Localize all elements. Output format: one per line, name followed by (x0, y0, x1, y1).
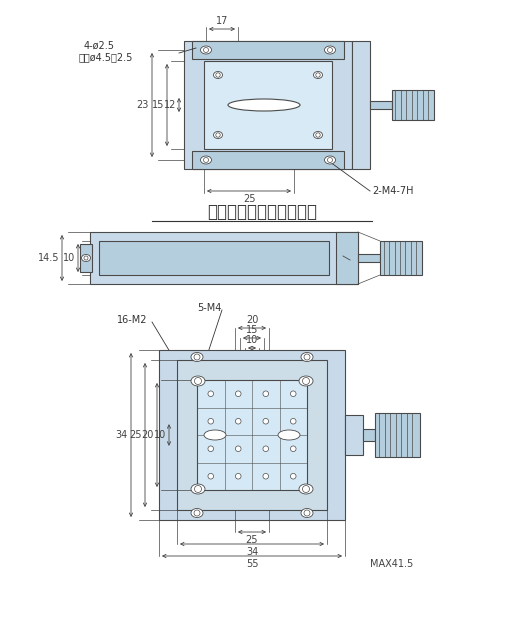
Circle shape (235, 391, 241, 397)
Text: 2-M4-7H: 2-M4-7H (372, 186, 413, 196)
Bar (204, 61, 332, 149)
Text: 15: 15 (246, 325, 258, 335)
Bar (345, 415, 363, 455)
Circle shape (263, 474, 268, 479)
Text: 25: 25 (243, 194, 255, 204)
Ellipse shape (299, 376, 313, 386)
Circle shape (263, 446, 268, 451)
Circle shape (208, 474, 214, 479)
Text: 20: 20 (141, 430, 154, 440)
Bar (352, 41, 370, 169)
Text: 34: 34 (246, 547, 258, 557)
Bar (370, 101, 392, 109)
Bar (197, 380, 307, 490)
Bar (392, 90, 434, 120)
Text: 15: 15 (151, 100, 164, 110)
Circle shape (263, 418, 268, 424)
Circle shape (208, 446, 214, 451)
Ellipse shape (313, 71, 322, 79)
Bar (159, 350, 345, 520)
Ellipse shape (313, 131, 322, 138)
Ellipse shape (213, 131, 223, 138)
Ellipse shape (324, 156, 335, 164)
Circle shape (263, 391, 268, 397)
Text: 55: 55 (246, 559, 258, 569)
Circle shape (290, 474, 296, 479)
Ellipse shape (301, 508, 313, 518)
Text: 10: 10 (154, 430, 166, 440)
Circle shape (208, 391, 214, 397)
Text: 北京派迪威仪器有限公司: 北京派迪威仪器有限公司 (207, 203, 317, 221)
Bar (90, 232, 358, 284)
Bar (358, 254, 380, 262)
Circle shape (235, 418, 241, 424)
Bar (184, 41, 352, 169)
Ellipse shape (228, 99, 300, 111)
Text: 23: 23 (137, 100, 149, 110)
Bar (336, 232, 358, 284)
Ellipse shape (213, 71, 223, 79)
Bar (99, 241, 329, 275)
Text: 16-M2: 16-M2 (117, 315, 147, 325)
Ellipse shape (191, 376, 205, 386)
Text: 10: 10 (63, 253, 75, 263)
Circle shape (208, 418, 214, 424)
Text: 25: 25 (129, 430, 142, 440)
Ellipse shape (204, 430, 226, 440)
Circle shape (290, 446, 296, 451)
Ellipse shape (201, 46, 212, 54)
Bar (177, 360, 327, 510)
Ellipse shape (191, 508, 203, 518)
Bar (363, 429, 375, 441)
Text: 14.5: 14.5 (38, 253, 59, 263)
Ellipse shape (191, 484, 205, 494)
Text: 34: 34 (116, 430, 128, 440)
Ellipse shape (82, 254, 91, 262)
Circle shape (290, 391, 296, 397)
Text: 12: 12 (163, 100, 176, 110)
Ellipse shape (301, 353, 313, 361)
Circle shape (235, 446, 241, 451)
Text: 20: 20 (246, 315, 258, 325)
Text: 10: 10 (246, 335, 258, 345)
Bar (192, 151, 344, 169)
Circle shape (290, 418, 296, 424)
Ellipse shape (278, 430, 300, 440)
Text: 5-M4: 5-M4 (197, 303, 221, 313)
Bar (380, 241, 422, 275)
Text: MAX41.5: MAX41.5 (370, 559, 413, 569)
Bar (80, 244, 92, 272)
Ellipse shape (201, 156, 212, 164)
Bar (375, 413, 420, 457)
Text: 17: 17 (216, 16, 228, 26)
Circle shape (235, 474, 241, 479)
Text: 沉孔ø4.5深2.5: 沉孔ø4.5深2.5 (79, 52, 134, 62)
Ellipse shape (191, 353, 203, 361)
Bar (192, 41, 344, 59)
Ellipse shape (324, 46, 335, 54)
Ellipse shape (299, 484, 313, 494)
Text: 25: 25 (246, 535, 258, 545)
Text: 4-ø2.5: 4-ø2.5 (84, 41, 115, 51)
